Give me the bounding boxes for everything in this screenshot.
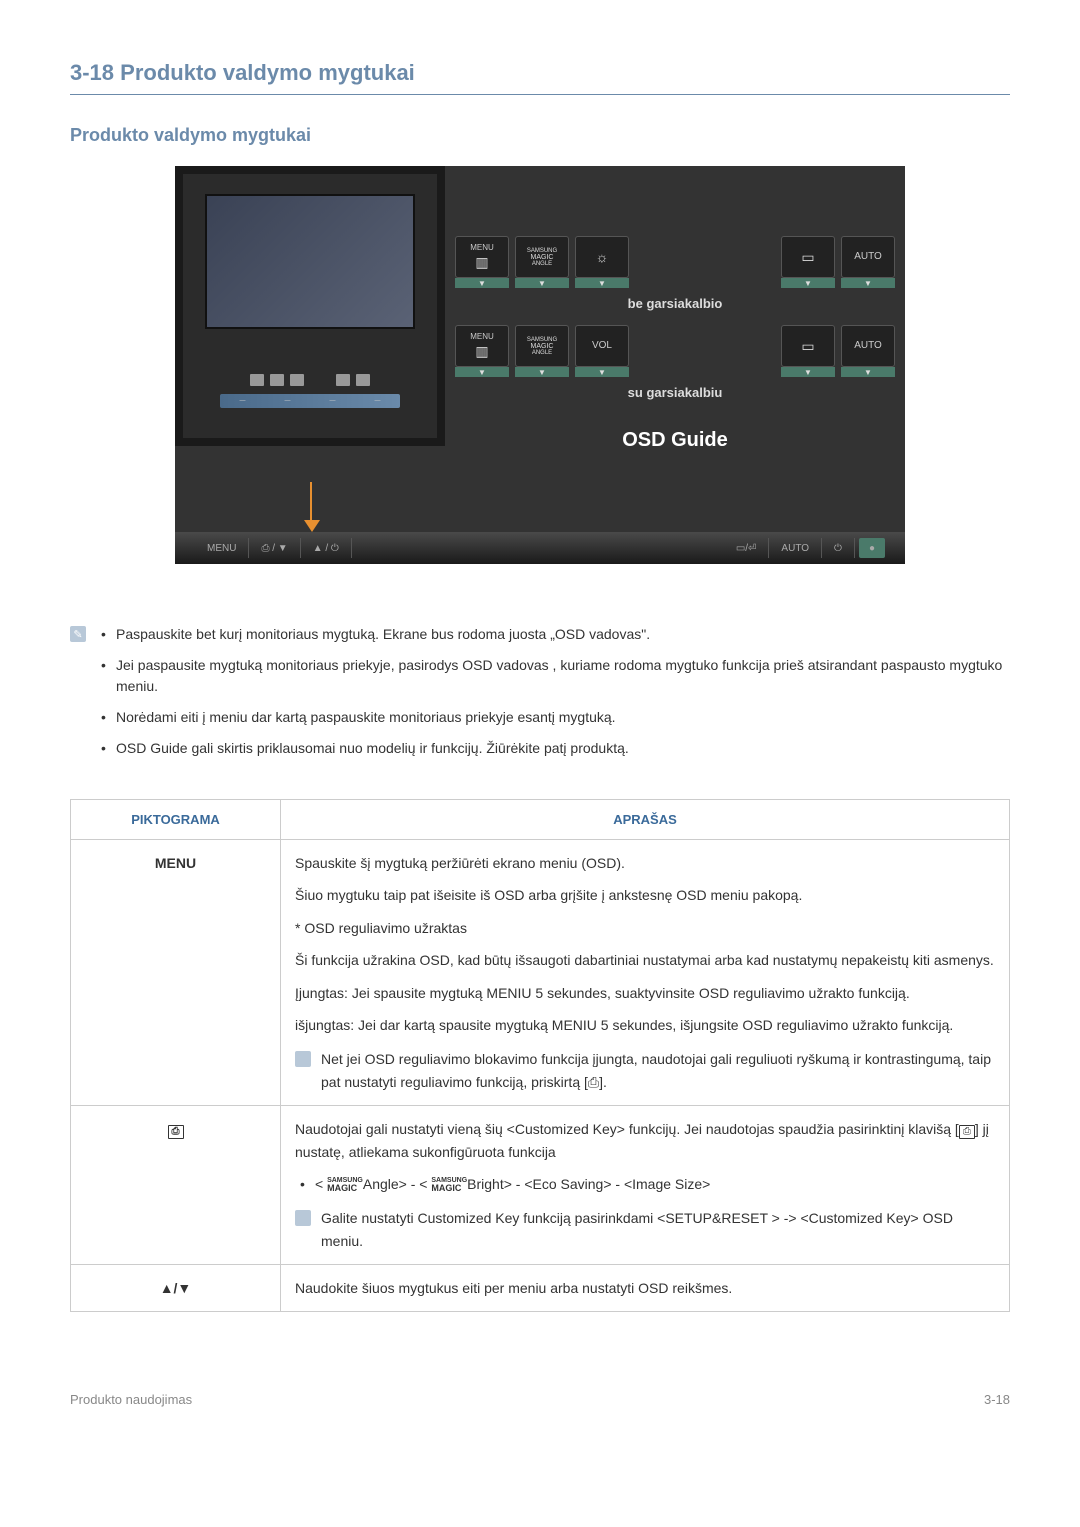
brightness-icon: ☼ — [596, 249, 609, 265]
diagram-arrow-area — [175, 482, 905, 532]
menu-icon: ▥ — [475, 254, 488, 271]
monitor-illustration: ———— — [175, 166, 445, 446]
down-arrow-icon: ▼ — [841, 278, 895, 288]
note-item: Jei paspausite mygtuką monitoriaus priek… — [96, 655, 1010, 697]
table-row: ▲/▼ Naudokite šiuos mygtukus eiti per me… — [71, 1265, 1010, 1312]
auto-button: AUTO — [841, 236, 895, 278]
brightness-button: ☼ — [575, 236, 629, 278]
bar-auto: AUTO — [769, 538, 822, 558]
magic-angle-button: SAMSUNG MAGIC ANGLE — [515, 236, 569, 278]
down-arrow-icon: ▼ — [515, 278, 569, 288]
note-item: Norėdami eiti į meniu dar kartą paspausk… — [96, 707, 1010, 728]
menu-button: MENU ▥ — [455, 325, 509, 367]
osd-row-1: MENU ▥ ▼ SAMSUNG MAGIC ANGLE ▼ ☼ — [455, 236, 895, 288]
cell-icon-menu: MENU — [71, 840, 281, 1106]
info-icon — [295, 1051, 311, 1067]
physical-button-bar: MENU ⎙ / ▼ ▲ / ⏻ ▭/⏎ AUTO ⏻ ● — [175, 532, 905, 564]
menu-p5: Įjungtas: Jei spausite mygtuką MENIU 5 s… — [295, 982, 995, 1004]
cell-icon-custom: ⎙ — [71, 1106, 281, 1265]
bar-up: ▲ / ⏻ — [301, 538, 352, 558]
monitor-pointer-bar: ———— — [220, 394, 400, 408]
note-item: OSD Guide gali skirtis priklausomai nuo … — [96, 738, 1010, 759]
menu-icon: ▥ — [475, 343, 488, 360]
section-subtitle: Produkto valdymo mygtukai — [70, 125, 1010, 146]
info-icon — [295, 1210, 311, 1226]
row2-label: su garsiakalbiu — [455, 381, 895, 410]
row1-label: be garsiakalbio — [455, 292, 895, 321]
cell-desc-custom: Naudotojai gali nustatyti vieną šių <Cus… — [281, 1106, 1010, 1265]
menu-p3: * OSD reguliavimo užraktas — [295, 917, 995, 939]
table-row: ⎙ Naudotojai gali nustatyti vieną šių <C… — [71, 1106, 1010, 1265]
menu-p1: Spauskite šį mygtuką peržiūrėti ekrano m… — [295, 852, 995, 874]
notes-block: ✎ Paspauskite bet kurį monitoriaus mygtu… — [70, 624, 1010, 769]
cell-desc-menu: Spauskite šį mygtuką peržiūrėti ekrano m… — [281, 840, 1010, 1106]
monitor-port-icons — [250, 374, 370, 386]
bar-power: ⏻ — [822, 538, 855, 558]
custom-note-text: Galite nustatyti Customized Key funkciją… — [321, 1207, 995, 1252]
section-title-text: Produkto valdymo mygtukai — [120, 60, 415, 85]
footer-right: 3-18 — [984, 1392, 1010, 1407]
source-icon: ▭ — [801, 338, 814, 355]
monitor-screen — [205, 194, 415, 329]
footer-left: Produkto naudojimas — [70, 1392, 192, 1407]
menu-note: Net jei OSD reguliavimo blokavimo funkci… — [295, 1048, 995, 1093]
down-arrow-icon: ▼ — [781, 278, 835, 288]
custom-key-icon: ⎙ — [959, 1125, 975, 1139]
down-arrow-icon: ▼ — [841, 367, 895, 377]
description-table: PIKTOGRAMA APRAŠAS MENU Spauskite šį myg… — [70, 799, 1010, 1312]
bar-source: ▭/⏎ — [724, 538, 770, 558]
source-button: ▭ — [781, 325, 835, 367]
note-item: Paspauskite bet kurį monitoriaus mygtuką… — [96, 624, 1010, 645]
magic-angle-button: SAMSUNG MAGIC ANGLE — [515, 325, 569, 367]
notes-list: Paspauskite bet kurį monitoriaus mygtuką… — [96, 624, 1010, 769]
samsung-magic-label: SAMSUNGMAGIC — [431, 1177, 467, 1193]
menu-p6: išjungtas: Jei dar kartą spausite mygtuk… — [295, 1014, 995, 1036]
source-button: ▭ — [781, 236, 835, 278]
bar-indicator: ● — [859, 538, 885, 558]
info-icon: ✎ — [70, 626, 86, 642]
down-arrow-icon: ▼ — [515, 367, 569, 377]
menu-p2: Šiuo mygtuku taip pat išeisite iš OSD ar… — [295, 884, 995, 906]
custom-note: Galite nustatyti Customized Key funkciją… — [295, 1207, 995, 1252]
auto-button: AUTO — [841, 325, 895, 367]
menu-note-text: Net jei OSD reguliavimo blokavimo funkci… — [321, 1048, 995, 1093]
th-desc: APRAŠAS — [281, 800, 1010, 840]
vol-button: VOL — [575, 325, 629, 367]
cell-icon-arrows: ▲/▼ — [71, 1265, 281, 1312]
custom-key-icon: ⎙ — [168, 1125, 184, 1139]
menu-button: MENU ▥ — [455, 236, 509, 278]
down-arrow-icon: ▼ — [455, 367, 509, 377]
source-icon: ▭ — [801, 249, 814, 266]
table-row: MENU Spauskite šį mygtuką peržiūrėti ekr… — [71, 840, 1010, 1106]
page-footer: Produkto naudojimas 3-18 — [70, 1392, 1010, 1407]
down-arrow-icon: ▼ — [781, 367, 835, 377]
down-arrow-icon: ▼ — [455, 278, 509, 288]
osd-row-2: MENU ▥ ▼ SAMSUNG MAGIC ANGLE ▼ VOL — [455, 325, 895, 377]
section-title: 3-18 Produkto valdymo mygtukai — [70, 60, 1010, 95]
osd-button-panel: MENU ▥ ▼ SAMSUNG MAGIC ANGLE ▼ ☼ — [445, 166, 905, 482]
th-icon: PIKTOGRAMA — [71, 800, 281, 840]
section-number: 3-18 — [70, 60, 114, 85]
custom-bullet: < SAMSUNGMAGICAngle> - < SAMSUNGMAGICBri… — [295, 1173, 995, 1195]
down-arrow-icon: ▼ — [575, 278, 629, 288]
bar-custom: ⎙ / ▼ — [249, 538, 300, 558]
osd-diagram: ———— MENU ▥ ▼ SAMSUNG MAGIC ANGLE — [175, 166, 905, 564]
bar-menu: MENU — [195, 538, 249, 558]
cell-desc-arrows: Naudokite šiuos mygtukus eiti per meniu … — [281, 1265, 1010, 1312]
menu-p4: Ši funkcija užrakina OSD, kad būtų išsau… — [295, 949, 995, 971]
samsung-magic-label: SAMSUNGMAGIC — [327, 1177, 363, 1193]
down-arrow-icon: ▼ — [575, 367, 629, 377]
custom-p1: Naudotojai gali nustatyti vieną šių <Cus… — [295, 1118, 995, 1163]
osd-guide-label: OSD Guide — [455, 414, 895, 472]
